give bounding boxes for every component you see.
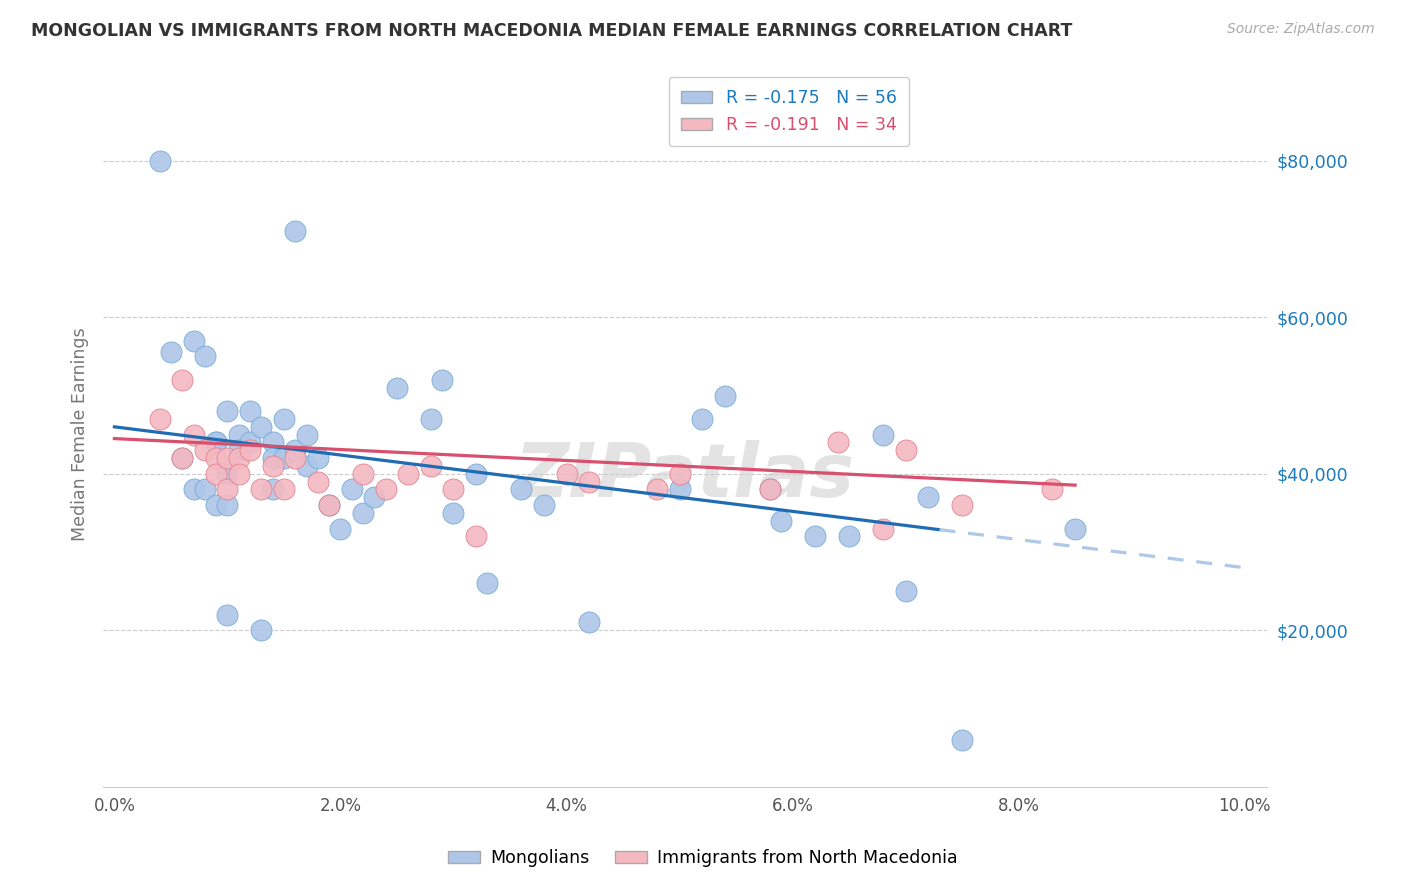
Point — [838, 529, 860, 543]
Point — [352, 506, 374, 520]
Point — [318, 498, 340, 512]
Text: Source: ZipAtlas.com: Source: ZipAtlas.com — [1227, 22, 1375, 37]
Point — [239, 404, 262, 418]
Point — [430, 373, 453, 387]
Point — [149, 412, 172, 426]
Point — [668, 467, 690, 481]
Point — [273, 412, 295, 426]
Point — [1042, 483, 1064, 497]
Point — [239, 435, 262, 450]
Point — [183, 334, 205, 348]
Point — [183, 483, 205, 497]
Point — [385, 381, 408, 395]
Point — [374, 483, 396, 497]
Point — [396, 467, 419, 481]
Point — [578, 475, 600, 489]
Point — [228, 427, 250, 442]
Point — [172, 451, 194, 466]
Point — [690, 412, 713, 426]
Point — [205, 435, 228, 450]
Point — [307, 451, 329, 466]
Point — [419, 458, 441, 473]
Point — [217, 451, 239, 466]
Legend: R = -0.175   N = 56, R = -0.191   N = 34: R = -0.175 N = 56, R = -0.191 N = 34 — [669, 77, 910, 146]
Point — [340, 483, 363, 497]
Text: MONGOLIAN VS IMMIGRANTS FROM NORTH MACEDONIA MEDIAN FEMALE EARNINGS CORRELATION : MONGOLIAN VS IMMIGRANTS FROM NORTH MACED… — [31, 22, 1073, 40]
Point — [194, 443, 217, 458]
Point — [205, 498, 228, 512]
Point — [950, 732, 973, 747]
Point — [262, 451, 284, 466]
Point — [329, 522, 352, 536]
Point — [477, 576, 499, 591]
Point — [217, 467, 239, 481]
Point — [419, 412, 441, 426]
Point — [318, 498, 340, 512]
Point — [645, 483, 668, 497]
Point — [555, 467, 578, 481]
Point — [443, 506, 465, 520]
Point — [284, 443, 307, 458]
Point — [149, 153, 172, 168]
Point — [183, 427, 205, 442]
Point — [262, 435, 284, 450]
Point — [872, 427, 894, 442]
Point — [827, 435, 849, 450]
Legend: Mongolians, Immigrants from North Macedonia: Mongolians, Immigrants from North Macedo… — [441, 843, 965, 874]
Point — [228, 467, 250, 481]
Point — [804, 529, 827, 543]
Point — [262, 483, 284, 497]
Point — [284, 224, 307, 238]
Point — [917, 490, 939, 504]
Point — [465, 529, 488, 543]
Point — [894, 584, 917, 599]
Point — [872, 522, 894, 536]
Text: ZIPatlas: ZIPatlas — [515, 441, 855, 514]
Point — [295, 458, 318, 473]
Point — [759, 483, 782, 497]
Point — [217, 404, 239, 418]
Point — [250, 483, 273, 497]
Point — [217, 483, 239, 497]
Point — [273, 451, 295, 466]
Point — [160, 345, 183, 359]
Point — [172, 373, 194, 387]
Point — [770, 514, 793, 528]
Point — [352, 467, 374, 481]
Point — [217, 498, 239, 512]
Point — [273, 483, 295, 497]
Point — [533, 498, 555, 512]
Point — [250, 624, 273, 638]
Point — [363, 490, 385, 504]
Point — [443, 483, 465, 497]
Point — [205, 467, 228, 481]
Point — [578, 615, 600, 630]
Point — [713, 388, 735, 402]
Point — [465, 467, 488, 481]
Point — [295, 427, 318, 442]
Point — [668, 483, 690, 497]
Point — [217, 607, 239, 622]
Point — [307, 475, 329, 489]
Point — [194, 350, 217, 364]
Point — [262, 458, 284, 473]
Point — [950, 498, 973, 512]
Point — [172, 451, 194, 466]
Point — [510, 483, 533, 497]
Point — [284, 451, 307, 466]
Point — [228, 443, 250, 458]
Point — [205, 451, 228, 466]
Y-axis label: Median Female Earnings: Median Female Earnings — [72, 328, 89, 541]
Point — [194, 483, 217, 497]
Point — [759, 483, 782, 497]
Point — [228, 451, 250, 466]
Point — [1064, 522, 1087, 536]
Point — [239, 443, 262, 458]
Point — [250, 420, 273, 434]
Point — [205, 435, 228, 450]
Point — [894, 443, 917, 458]
